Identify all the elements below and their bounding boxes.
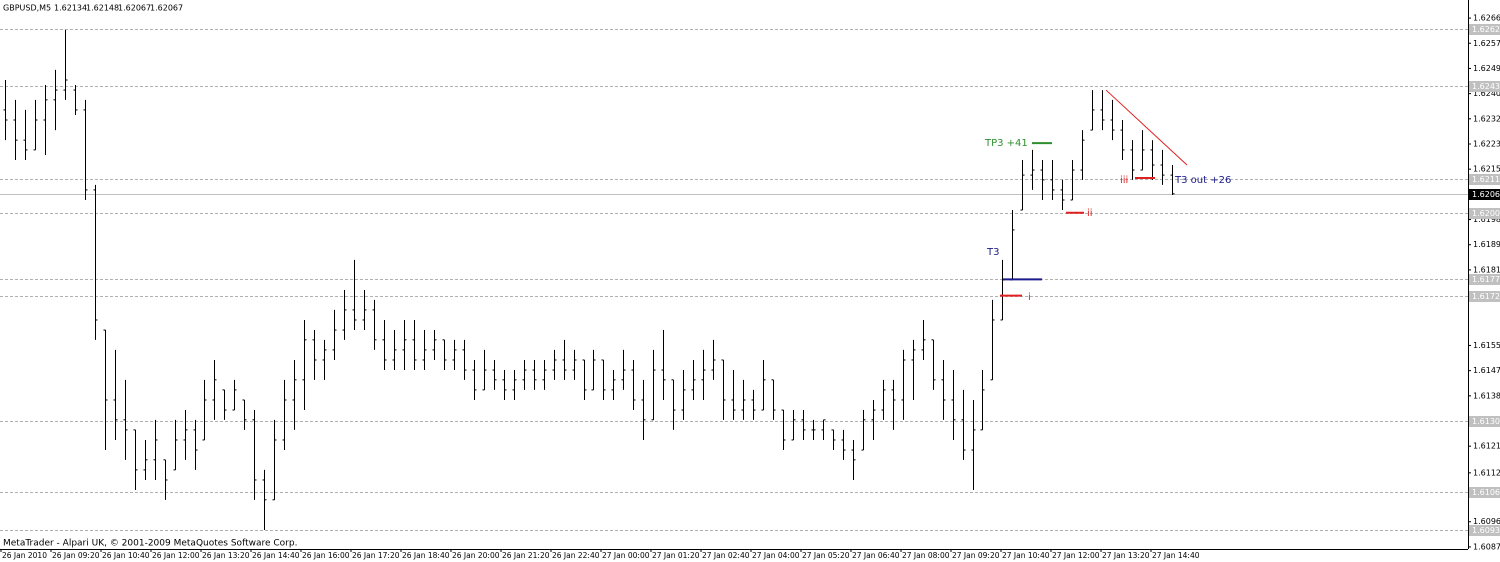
x-tick-label: 26 Jan 14:40 [252, 551, 300, 560]
y-tick-label: 1.62235 [1473, 139, 1500, 148]
current-price-box [1469, 189, 1500, 200]
level-label-box [1469, 525, 1500, 536]
axes: 1.62660 1.62575 1.62490 1.62405 1.62320 1.622… [0, 14, 1500, 560]
y-tick-label: 1.61980 [1473, 215, 1500, 224]
level-label: 1.61778 [1472, 275, 1500, 284]
footer: MetaTrader - Alpari UK, © 2001-2009 Meta… [3, 539, 297, 549]
y-tick-label: 1.60875 [1473, 542, 1500, 551]
level-label: 1.61723 [1472, 292, 1500, 301]
level-label-box [1469, 416, 1500, 427]
y-tick-label: 1.61385 [1473, 391, 1500, 400]
y-tick-label: 1.61555 [1473, 341, 1500, 350]
levels [0, 29, 1468, 531]
annotation: iii [1120, 175, 1128, 186]
x-tick-label: 27 Jan 09:20 [952, 551, 1000, 560]
level-label-box [1469, 274, 1500, 285]
x-tick-label: 26 Jan 12:00 [152, 551, 200, 560]
annotation: T3 [986, 247, 999, 258]
header-price: 1.62148 [86, 4, 119, 13]
x-tick-label: 26 Jan 17:20 [352, 551, 400, 560]
trendline [1105, 89, 1188, 166]
annotation: ii [1087, 208, 1093, 219]
y-tick-label: 1.62150 [1473, 165, 1500, 174]
annotation: i [1028, 292, 1031, 303]
x-tick-label: 27 Jan 13:20 [1102, 551, 1150, 560]
level-label-box [1469, 81, 1500, 92]
y-tick-label: 1.62575 [1473, 39, 1500, 48]
y-tick-label: 1.61810 [1473, 265, 1500, 274]
x-tick-label: 27 Jan 12:00 [1052, 551, 1100, 560]
y-tick-label: 1.61470 [1473, 366, 1500, 375]
x-tick-label: 26 Jan 16:00 [302, 551, 350, 560]
x-tick-label: 27 Jan 14:40 [1152, 551, 1200, 560]
y-tick-label: 1.61895 [1473, 240, 1500, 249]
level-label: 1.60933 [1472, 526, 1500, 535]
annotation: TP3 +41 [984, 138, 1028, 149]
y-tick-label: 1.62490 [1473, 64, 1500, 73]
x-tick-label: 26 Jan 22:40 [552, 551, 600, 560]
level-label-box [1469, 208, 1500, 219]
y-tick-label: 1.61125 [1473, 468, 1500, 477]
x-tick-label: 26 Jan 20:00 [452, 551, 500, 560]
y-tick-label: 1.62660 [1473, 14, 1500, 23]
x-tick-label: 26 Jan 21:20 [502, 551, 550, 560]
current-price-label: 1.62067 [1472, 190, 1500, 199]
x-tick-label: 27 Jan 00:00 [602, 551, 650, 560]
x-tick-label: 27 Jan 04:00 [752, 551, 800, 560]
y-tick-label: 1.61215 [1473, 442, 1500, 451]
x-tick-label: 26 Jan 09:20 [52, 551, 100, 560]
x-tick-label: 26 Jan 18:40 [402, 551, 450, 560]
x-tick-label: 27 Jan 06:40 [852, 551, 900, 560]
header-price: 1.62067 [150, 4, 183, 13]
level-label: 1.62117 [1472, 175, 1500, 184]
x-tick-label: 27 Jan 05:20 [802, 551, 850, 560]
y-tick-label: 1.62320 [1473, 114, 1500, 123]
y-tick-label: 1.62405 [1473, 89, 1500, 98]
level-label-box [1469, 291, 1500, 302]
level-label: 1.62003 [1472, 209, 1500, 218]
annotation: T3 out +26 [1174, 175, 1231, 186]
level-label-box [1469, 487, 1500, 498]
level-label-box [1469, 24, 1500, 35]
x-tick-label: 27 Jan 02:40 [702, 551, 750, 560]
y-tick-label: 1.60960 [1473, 517, 1500, 526]
level-label-box [1469, 174, 1500, 185]
bars [3, 29, 1175, 531]
x-tick-label: 27 Jan 08:00 [902, 551, 950, 560]
symbol: GBPUSD,M5 [3, 4, 51, 13]
x-tick-label: 26 Jan 2010 [2, 551, 47, 560]
x-tick-label: 27 Jan 01:20 [652, 551, 700, 560]
x-tick-label: 26 Jan 13:20 [202, 551, 250, 560]
header-price: 1.62134 [54, 4, 87, 13]
x-tick-label: 27 Jan 10:40 [1002, 551, 1050, 560]
header-price: 1.62067 [118, 4, 151, 13]
x-tick-label: 26 Jan 10:40 [102, 551, 150, 560]
level-label: 1.62624 [1472, 25, 1500, 34]
